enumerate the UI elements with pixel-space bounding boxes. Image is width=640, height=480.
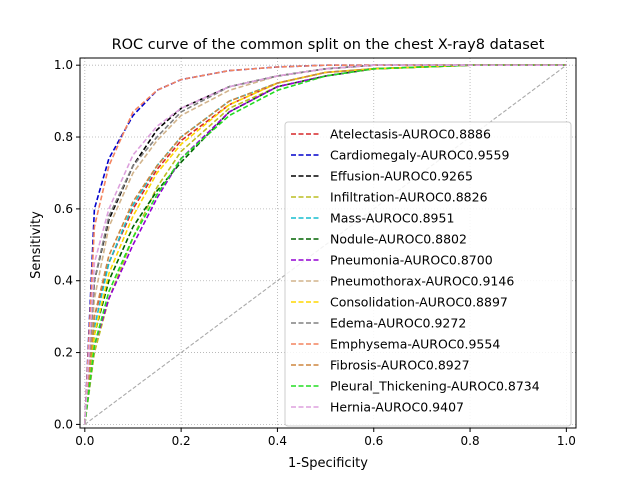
plot-frame — [79, 57, 577, 429]
y-tick-label: 0.0 — [54, 417, 73, 431]
roc-line-3 — [84, 64, 567, 425]
y-axis-label: Sensitivity — [29, 211, 44, 279]
chart-title: ROC curve of the common split on the che… — [112, 37, 545, 53]
legend-label: Pneumonia-AUROC0.8700 — [330, 253, 493, 268]
legend-label: Pneumothorax-AUROC0.9146 — [330, 274, 514, 289]
legend-label: Edema-AUROC0.9272 — [330, 316, 466, 331]
roc-line-12 — [84, 64, 567, 425]
legend-label: Consolidation-AUROC0.8897 — [330, 295, 508, 310]
x-tick-label: 0.6 — [364, 434, 383, 448]
y-tick-label: 0.6 — [54, 202, 73, 216]
x-tick-label: 0.4 — [268, 434, 287, 448]
x-tick-label: 0.2 — [172, 434, 191, 448]
legend-item: Infiltration-AUROC0.8826 — [291, 190, 488, 205]
legend-label: Mass-AUROC0.8951 — [330, 211, 454, 226]
y-tick-label: 0.8 — [54, 130, 73, 144]
legend-label: Cardiomegaly-AUROC0.9559 — [330, 148, 509, 163]
x-axis-label: 1-Specificity — [288, 456, 368, 471]
legend-label: Atelectasis-AUROC0.8886 — [330, 127, 491, 142]
x-tick-label: 0.0 — [75, 434, 94, 448]
legend-item: Nodule-AUROC0.8802 — [291, 232, 467, 247]
legend-item: Consolidation-AUROC0.8897 — [291, 295, 508, 310]
legend-label: Infiltration-AUROC0.8826 — [330, 190, 488, 205]
legend-label: Pleural_Thickening-AUROC0.8734 — [330, 379, 540, 394]
legend-box — [284, 121, 572, 427]
legend-item: Emphysema-AUROC0.9554 — [291, 337, 500, 352]
legend-item: Mass-AUROC0.8951 — [291, 211, 454, 226]
y-tick-label: 0.2 — [54, 346, 73, 360]
roc-line-13 — [84, 64, 567, 425]
legend-label: Emphysema-AUROC0.9554 — [330, 337, 500, 352]
legend-item: Edema-AUROC0.9272 — [291, 316, 466, 331]
roc-line-8 — [84, 64, 567, 425]
legend-item: Fibrosis-AUROC0.8927 — [291, 358, 470, 373]
roc-line-9 — [84, 64, 567, 425]
legend-item: Hernia-AUROC0.9407 — [291, 400, 464, 415]
y-tick-label: 1.0 — [54, 58, 73, 72]
legend-item: Pleural_Thickening-AUROC0.8734 — [291, 379, 540, 394]
axis-ticks: 0.0 0.2 0.4 0.6 0.8 1.0 0.0 0.2 0.4 0.6 0.8 1.0 — [54, 58, 576, 448]
x-tick-label: 0.8 — [461, 434, 480, 448]
y-tick-label: 0.4 — [54, 274, 73, 288]
legend-item: Pneumothorax-AUROC0.9146 — [291, 274, 514, 289]
legend-label: Fibrosis-AUROC0.8927 — [330, 358, 470, 373]
legend: Atelectasis-AUROC0.8886 Cardiomegaly-AURO… — [284, 121, 572, 427]
legend-label: Nodule-AUROC0.8802 — [330, 232, 467, 247]
x-tick-label: 1.0 — [557, 434, 576, 448]
legend-item: Cardiomegaly-AUROC0.9559 — [291, 148, 509, 163]
legend-label: Hernia-AUROC0.9407 — [330, 400, 464, 415]
roc-series-lines — [84, 64, 567, 425]
roc-line-5 — [84, 64, 567, 425]
legend-item: Effusion-AUROC0.9265 — [291, 169, 473, 184]
legend-label: Effusion-AUROC0.9265 — [330, 169, 473, 184]
legend-item: Atelectasis-AUROC0.8886 — [291, 127, 491, 142]
legend-item: Pneumonia-AUROC0.8700 — [291, 253, 493, 268]
